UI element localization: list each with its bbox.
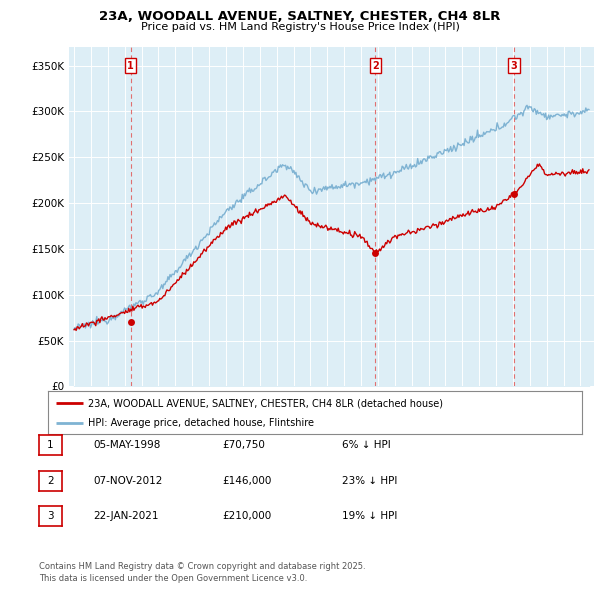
Text: Contains HM Land Registry data © Crown copyright and database right 2025.
This d: Contains HM Land Registry data © Crown c… <box>39 562 365 583</box>
Text: £70,750: £70,750 <box>222 441 265 450</box>
Text: £146,000: £146,000 <box>222 476 271 486</box>
Text: 23A, WOODALL AVENUE, SALTNEY, CHESTER, CH4 8LR (detached house): 23A, WOODALL AVENUE, SALTNEY, CHESTER, C… <box>88 398 443 408</box>
Text: 07-NOV-2012: 07-NOV-2012 <box>93 476 163 486</box>
Text: 23% ↓ HPI: 23% ↓ HPI <box>342 476 397 486</box>
Text: 2: 2 <box>372 61 379 71</box>
Text: 1: 1 <box>127 61 134 71</box>
Text: 2: 2 <box>47 476 54 486</box>
Text: 6% ↓ HPI: 6% ↓ HPI <box>342 441 391 450</box>
Text: 22-JAN-2021: 22-JAN-2021 <box>93 512 158 521</box>
Text: £210,000: £210,000 <box>222 512 271 521</box>
Text: Price paid vs. HM Land Registry's House Price Index (HPI): Price paid vs. HM Land Registry's House … <box>140 22 460 32</box>
Text: 19% ↓ HPI: 19% ↓ HPI <box>342 512 397 521</box>
Text: 3: 3 <box>511 61 517 71</box>
Text: 3: 3 <box>47 512 54 521</box>
Text: HPI: Average price, detached house, Flintshire: HPI: Average price, detached house, Flin… <box>88 418 314 428</box>
Text: 05-MAY-1998: 05-MAY-1998 <box>93 441 160 450</box>
Text: 1: 1 <box>47 441 54 450</box>
Text: 23A, WOODALL AVENUE, SALTNEY, CHESTER, CH4 8LR: 23A, WOODALL AVENUE, SALTNEY, CHESTER, C… <box>100 10 500 23</box>
